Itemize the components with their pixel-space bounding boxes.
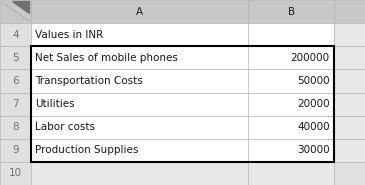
Text: Values in INR: Values in INR: [35, 30, 104, 40]
Text: 40000: 40000: [297, 122, 330, 132]
Bar: [334, 46, 365, 69]
Bar: [31, 92, 248, 116]
Bar: [31, 46, 248, 69]
Bar: [0, 139, 31, 162]
Bar: [31, 23, 248, 46]
Bar: [334, 139, 365, 162]
Bar: [248, 69, 334, 92]
Text: 9: 9: [12, 145, 19, 155]
Bar: [248, 92, 334, 116]
Bar: [31, 139, 248, 162]
Bar: [334, 23, 365, 46]
Bar: [0, 0, 31, 23]
Text: 30000: 30000: [297, 145, 330, 155]
Text: Net Sales of mobile phones: Net Sales of mobile phones: [35, 53, 178, 63]
Bar: [31, 46, 334, 162]
Bar: [334, 162, 365, 185]
Polygon shape: [12, 1, 30, 13]
Bar: [0, 23, 31, 46]
Text: Utilities: Utilities: [35, 99, 75, 109]
Bar: [248, 23, 334, 46]
Text: 6: 6: [12, 76, 19, 86]
Bar: [248, 46, 334, 69]
Bar: [334, 92, 365, 116]
Bar: [31, 0, 248, 23]
Bar: [0, 46, 31, 69]
Bar: [31, 116, 248, 139]
Bar: [0, 162, 31, 185]
Bar: [31, 69, 248, 92]
Bar: [334, 0, 365, 23]
Bar: [248, 116, 334, 139]
Text: 200000: 200000: [291, 53, 330, 63]
Bar: [248, 162, 334, 185]
Text: 8: 8: [12, 122, 19, 132]
Text: 10: 10: [9, 168, 22, 179]
Text: A: A: [136, 6, 143, 17]
Text: 7: 7: [12, 99, 19, 109]
Bar: [334, 116, 365, 139]
Bar: [31, 162, 248, 185]
Bar: [248, 0, 334, 23]
Text: Transportation Costs: Transportation Costs: [35, 76, 143, 86]
Bar: [0, 92, 31, 116]
Bar: [0, 116, 31, 139]
Text: B: B: [288, 6, 295, 17]
Text: Labor costs: Labor costs: [35, 122, 95, 132]
Text: 50000: 50000: [297, 76, 330, 86]
Bar: [334, 69, 365, 92]
Text: 4: 4: [12, 30, 19, 40]
Bar: [0, 69, 31, 92]
Text: Production Supplies: Production Supplies: [35, 145, 139, 155]
Text: 20000: 20000: [297, 99, 330, 109]
Text: 5: 5: [12, 53, 19, 63]
Bar: [248, 139, 334, 162]
